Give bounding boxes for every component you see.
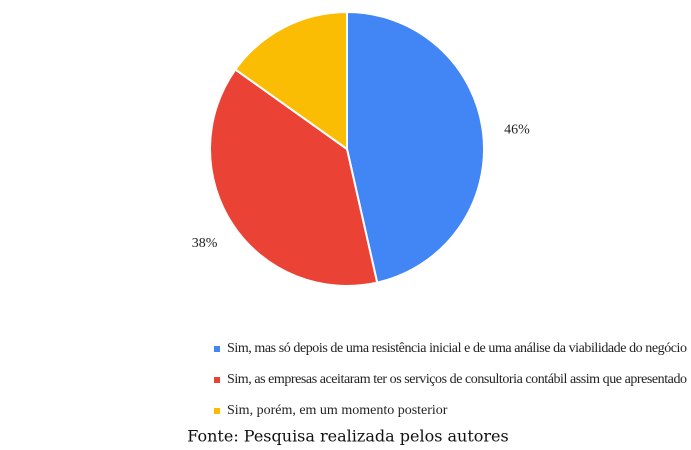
data-label: 46% (504, 122, 530, 137)
legend-label: Sim, porém, em um momento posterior (227, 403, 448, 418)
data-label: 15% (256, 0, 282, 4)
data-label: 38% (192, 236, 218, 251)
caption: Fonte: Pesquisa realizada pelos autores (187, 427, 508, 446)
legend-label: Sim, as empresas aceitaram ter os serviç… (227, 372, 687, 387)
legend-label: Sim, mas só depois de uma resistência in… (227, 341, 687, 356)
pie-slice (234, 10, 348, 151)
pie-slice (346, 10, 485, 284)
legend-swatch (214, 408, 220, 414)
pie-slice (209, 68, 379, 287)
legend-swatch (214, 346, 220, 352)
legend-swatch (214, 377, 220, 383)
